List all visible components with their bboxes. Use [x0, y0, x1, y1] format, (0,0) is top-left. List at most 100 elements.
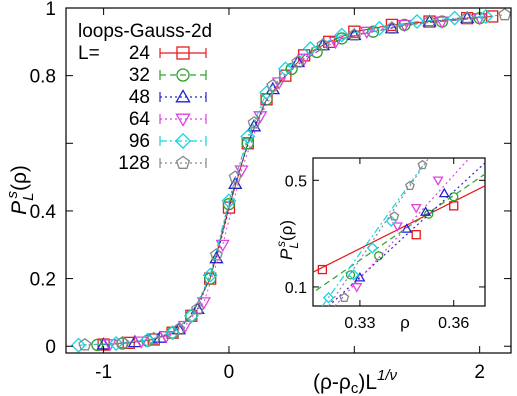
main-data-point	[359, 26, 375, 39]
inset-x-tick-label: 0.36	[438, 315, 469, 332]
inset-x-axis-label: ρ	[400, 313, 410, 332]
main-data-point	[434, 16, 450, 29]
inset-plot-frame	[312, 157, 486, 307]
main-series-line	[78, 16, 486, 346]
inset-data-point	[339, 292, 350, 302]
inset-data-point	[354, 272, 366, 282]
main-data-point	[215, 239, 230, 253]
legend-entry-label: 48	[129, 87, 150, 108]
main-data-point	[202, 267, 218, 283]
main-data-point	[221, 193, 237, 209]
main-data-point	[240, 128, 256, 145]
main-data-point	[409, 13, 425, 30]
inset-data-point	[322, 291, 335, 304]
inset-data-point	[391, 222, 403, 232]
main-data-point	[234, 165, 249, 178]
main-data-point	[139, 332, 156, 348]
legend-entry-label: 64	[129, 109, 151, 130]
legend-entry-label: 24	[129, 43, 151, 64]
main-series-128	[78, 7, 512, 351]
inset-data-point	[438, 187, 450, 198]
inset-fit-line	[321, 165, 423, 307]
inset-data-point	[410, 203, 422, 214]
legend-title: loops-Gauss-2d	[78, 21, 212, 42]
inset-chart: 0.33 0.36 0.1 0.5 ρ PLs(ρ)	[274, 157, 486, 332]
main-y-tick-label: 0.2	[30, 270, 56, 291]
main-data-point	[122, 336, 135, 350]
main-data-point	[310, 45, 323, 59]
inset-y-axis-label: PLs(ρ)	[274, 220, 301, 260]
main-data-point	[271, 77, 287, 90]
main-data-point	[334, 27, 350, 43]
main-data-point	[371, 20, 387, 36]
inset-series-128	[328, 157, 430, 307]
main-data-point	[241, 137, 254, 150]
main-data-point	[228, 170, 242, 183]
main-data-point	[228, 176, 243, 189]
inset-data-point	[374, 251, 384, 261]
inset-data-point	[420, 206, 432, 216]
inset-y-tick-label: 0.1	[285, 280, 307, 297]
inset-data-point	[351, 283, 363, 293]
main-data-point	[347, 28, 361, 41]
inset-data-point	[449, 201, 459, 211]
inset-data-point	[317, 264, 328, 275]
legend-entry-marker	[175, 155, 191, 169]
main-data-point	[385, 21, 399, 34]
inset-data-point	[347, 269, 360, 281]
main-data-point	[70, 337, 87, 353]
legend-entry-marker	[176, 68, 190, 82]
main-series-layer	[70, 7, 512, 353]
main-x-tick-label: 2	[474, 362, 485, 383]
inset-y-tick-label: 0.5	[285, 173, 307, 190]
inset-x-tick-label: 0.33	[344, 315, 375, 332]
main-y-axis-label: PLs(ρ)	[4, 165, 37, 215]
main-series-line	[109, 17, 480, 345]
inset-data-point	[432, 176, 444, 186]
inset-data-point	[401, 223, 413, 233]
main-data-point	[277, 61, 293, 77]
main-data-point	[335, 32, 348, 45]
legend-entry-label: 128	[118, 153, 150, 174]
main-data-point	[423, 14, 437, 28]
main-data-point	[316, 38, 330, 51]
main-data-point	[177, 320, 193, 334]
main-data-point	[172, 322, 186, 335]
main-data-point	[209, 248, 223, 261]
main-y-tick-label: 1	[45, 0, 56, 20]
inset-data-point	[405, 180, 415, 191]
main-x-tick-label: 0	[224, 362, 235, 383]
inset-data-point	[345, 270, 356, 280]
legend-entry-marker	[175, 89, 191, 103]
inset-series-64	[334, 157, 470, 307]
legend-prefix: L=	[78, 43, 100, 64]
main-data-point	[164, 325, 181, 341]
main-data-point	[222, 198, 236, 211]
main-data-point	[91, 338, 104, 352]
inset-data-point	[449, 192, 459, 202]
inset-data-point	[424, 209, 434, 219]
main-data-point	[196, 297, 212, 310]
main-series-line	[103, 17, 468, 345]
inset-fit-line	[328, 162, 486, 307]
main-data-point	[115, 335, 129, 349]
main-series-96	[70, 8, 494, 353]
main-y-tick-label: 0.4	[30, 202, 57, 223]
main-y-tick-label: 0	[45, 337, 56, 358]
legend-entry-marker	[176, 46, 190, 60]
legend-entry-marker	[175, 113, 191, 127]
main-data-point	[302, 41, 318, 57]
main-ticks: -1 0 2 0 0.2 0.4 0.8 1	[30, 0, 511, 383]
main-x-tick-label: -1	[95, 362, 112, 383]
main-data-point	[191, 302, 205, 315]
legend-entry-marker	[174, 132, 192, 150]
inset-series-48	[328, 162, 486, 307]
inset-data-point	[417, 159, 428, 170]
main-data-point	[266, 78, 280, 92]
main-data-point	[498, 7, 512, 21]
main-data-point	[460, 11, 474, 24]
inset-fit-line	[334, 157, 470, 307]
main-data-point	[102, 339, 118, 352]
